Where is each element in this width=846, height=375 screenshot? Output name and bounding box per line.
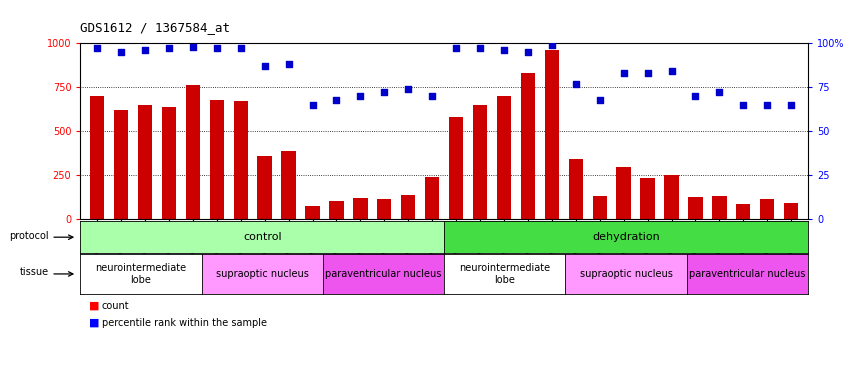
Point: [426, 93, 439, 99]
Bar: [233, 101, 248, 219]
Text: ■: ■: [89, 301, 99, 311]
Point: [138, 47, 151, 53]
Bar: [257, 156, 272, 219]
Bar: [425, 177, 439, 219]
Text: dehydration: dehydration: [592, 232, 660, 242]
Point: [114, 49, 128, 55]
Text: tissue: tissue: [19, 267, 49, 277]
Bar: [401, 195, 415, 219]
Bar: [569, 159, 583, 219]
Bar: [185, 86, 200, 219]
Bar: [664, 176, 678, 219]
Point: [761, 102, 774, 108]
Bar: [282, 151, 296, 219]
Point: [186, 44, 200, 50]
Point: [258, 63, 272, 69]
Bar: [617, 166, 631, 219]
Text: paraventricular nucleus: paraventricular nucleus: [689, 269, 805, 279]
Bar: [377, 199, 392, 219]
Bar: [592, 196, 607, 219]
Bar: [210, 99, 224, 219]
Bar: [473, 105, 487, 219]
Point: [784, 102, 798, 108]
Bar: [449, 117, 464, 219]
Point: [330, 96, 343, 102]
Text: neurointermediate
lobe: neurointermediate lobe: [96, 263, 187, 285]
Bar: [545, 50, 559, 219]
Bar: [640, 178, 655, 219]
Point: [521, 49, 535, 55]
Point: [449, 45, 463, 51]
Bar: [760, 199, 774, 219]
Text: supraoptic nucleus: supraoptic nucleus: [580, 269, 673, 279]
Text: paraventricular nucleus: paraventricular nucleus: [326, 269, 442, 279]
Bar: [736, 204, 750, 219]
Point: [91, 45, 104, 51]
Bar: [497, 96, 511, 219]
Point: [234, 45, 248, 51]
Bar: [90, 96, 104, 219]
Bar: [162, 106, 176, 219]
Point: [282, 61, 295, 67]
Text: percentile rank within the sample: percentile rank within the sample: [102, 318, 266, 328]
Point: [593, 96, 607, 102]
Bar: [138, 105, 152, 219]
Text: GDS1612 / 1367584_at: GDS1612 / 1367584_at: [80, 21, 230, 34]
Text: ■: ■: [89, 318, 99, 328]
Point: [210, 45, 223, 51]
Point: [737, 102, 750, 108]
Text: neurointermediate
lobe: neurointermediate lobe: [459, 263, 551, 285]
Bar: [353, 198, 367, 219]
Bar: [329, 201, 343, 219]
Point: [569, 81, 583, 87]
Point: [402, 86, 415, 92]
Text: count: count: [102, 301, 129, 311]
Bar: [784, 202, 799, 219]
Point: [377, 90, 391, 96]
Bar: [712, 196, 727, 219]
Bar: [114, 110, 129, 219]
Text: control: control: [243, 232, 282, 242]
Point: [497, 47, 511, 53]
Text: supraoptic nucleus: supraoptic nucleus: [216, 269, 309, 279]
Point: [162, 45, 176, 51]
Point: [305, 102, 319, 108]
Point: [354, 93, 367, 99]
Point: [545, 42, 558, 48]
Point: [665, 68, 678, 74]
Bar: [305, 206, 320, 219]
Bar: [521, 73, 535, 219]
Point: [473, 45, 486, 51]
Point: [640, 70, 654, 76]
Point: [617, 70, 630, 76]
Text: protocol: protocol: [9, 231, 49, 241]
Point: [689, 93, 702, 99]
Bar: [689, 197, 703, 219]
Point: [712, 90, 726, 96]
